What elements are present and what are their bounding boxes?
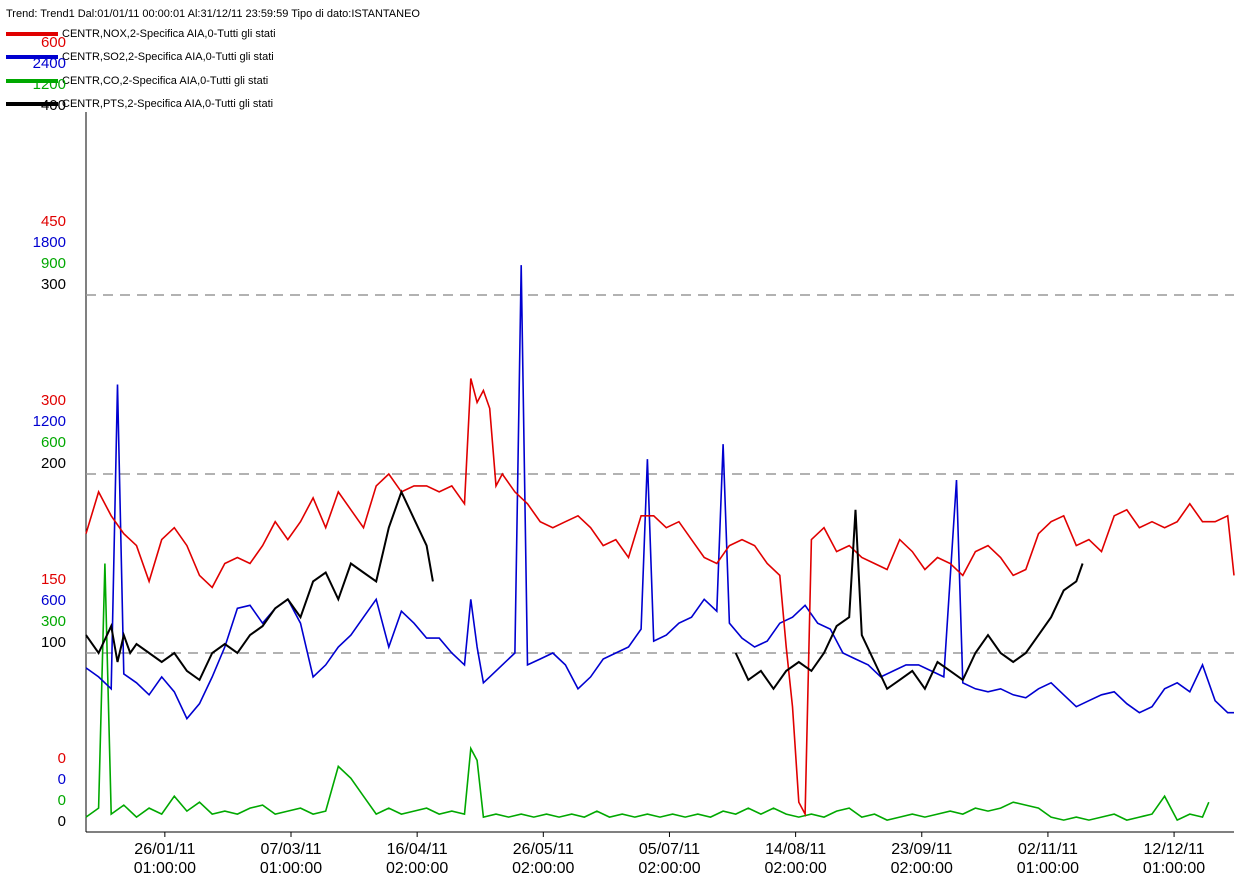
x-tick-label-date-1: 26/01/11 — [134, 841, 195, 858]
x-tick-label-time-8: 01:00:00 — [1017, 860, 1079, 877]
y-tick-label-co-0: 0 — [58, 792, 66, 809]
legend-swatch-so2 — [6, 55, 58, 60]
y-tick-label-so2-0: 0 — [58, 771, 66, 788]
y-tick-label-so2-1: 600 — [41, 592, 66, 609]
y-tick-label-nox-0: 0 — [58, 750, 66, 767]
legend-swatch-co — [6, 78, 58, 83]
y-tick-label-pts-4: 400 — [41, 97, 66, 114]
x-tick-label-date-5: 05/07/11 — [639, 841, 700, 858]
y-tick-label-nox-2: 300 — [41, 392, 66, 409]
x-tick-label-date-8: 02/11/11 — [1018, 841, 1078, 858]
series-line-pts-b — [734, 509, 1084, 691]
y-tick-label-nox-1: 150 — [41, 571, 66, 588]
x-tick-label-time-3: 02:00:00 — [386, 860, 448, 877]
x-tick-label-time-1: 01:00:00 — [134, 860, 196, 877]
y-tick-label-pts-3: 300 — [41, 276, 66, 293]
x-tick-label-date-3: 16/04/11 — [387, 841, 448, 858]
x-tick-label-time-5: 02:00:00 — [638, 860, 700, 877]
legend-swatch-nox — [6, 32, 58, 36]
x-tick-label-time-7: 02:00:00 — [891, 860, 953, 877]
series-line-nox — [85, 378, 1235, 818]
x-tick-label-time-9: 01:00:00 — [1143, 860, 1205, 877]
y-tick-label-pts-1: 100 — [41, 634, 66, 651]
x-tick-label-date-9: 12/12/11 — [1144, 841, 1205, 858]
legend-label-pts: CENTR,PTS,2-Specifica AIA,0-Tutti gli st… — [62, 97, 274, 110]
y-tick-label-nox-4: 600 — [41, 34, 66, 51]
x-tick-label-time-6: 02:00:00 — [764, 860, 826, 877]
x-tick-label-time-2: 01:00:00 — [260, 860, 322, 877]
x-tick-label-date-7: 23/09/11 — [891, 841, 952, 858]
x-tick-label-date-6: 14/08/11 — [765, 841, 826, 858]
x-tick-label-date-4: 26/05/11 — [513, 841, 574, 858]
series-line-so2 — [85, 265, 1234, 721]
series-line-pts-a — [85, 489, 434, 682]
y-tick-label-so2-4: 2400 — [33, 55, 66, 72]
x-tick-label-time-4: 02:00:00 — [512, 860, 574, 877]
legend-label-so2: CENTR,SO2,2-Specifica AIA,0-Tutti gli st… — [62, 51, 274, 64]
legend-label-co: CENTR,CO,2-Specifica AIA,0-Tutti gli sta… — [62, 74, 269, 87]
y-tick-label-co-4: 1200 — [33, 76, 66, 93]
y-tick-label-pts-0: 0 — [58, 813, 66, 830]
trend-title: Trend: Trend1 Dal:01/01/11 00:00:01 Al:3… — [6, 8, 420, 20]
y-tick-label-co-3: 900 — [41, 255, 66, 272]
y-tick-label-co-2: 600 — [41, 434, 66, 451]
y-tick-label-so2-3: 1800 — [33, 234, 66, 251]
x-tick-label-date-2: 07/03/11 — [260, 841, 321, 858]
y-tick-label-pts-2: 200 — [41, 455, 66, 472]
y-tick-label-so2-2: 1200 — [33, 413, 66, 430]
legend-swatch-pts — [6, 101, 58, 106]
series-line-co — [85, 563, 1210, 822]
y-tick-label-nox-3: 450 — [41, 213, 66, 230]
trend-header: Trend: Trend1 Dal:01/01/11 00:00:01 Al:3… — [6, 8, 420, 20]
legend-label-nox: CENTR,NOX,2-Specifica AIA,0-Tutti gli st… — [62, 28, 276, 40]
y-tick-label-co-1: 300 — [41, 613, 66, 630]
